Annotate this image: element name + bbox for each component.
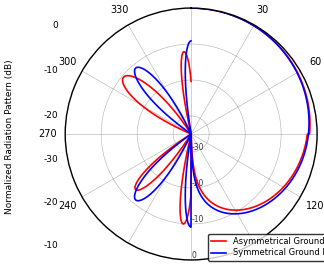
Legend: Asymmetrical Ground Plane, Symmetrical Ground Plane: Asymmetrical Ground Plane, Symmetrical G…: [208, 234, 324, 261]
Symmetrical Ground Plane: [189, 132, 193, 136]
Asymmetrical Ground Plane: [189, 132, 193, 136]
Symmetrical Ground Plane: [134, 190, 138, 193]
Asymmetrical Ground Plane: [189, 80, 193, 83]
Symmetrical Ground Plane: [138, 199, 142, 202]
Symmetrical Ground Plane: [148, 72, 152, 75]
Asymmetrical Ground Plane: [301, 153, 305, 156]
Text: Normalized Radiation Pattern (dB): Normalized Radiation Pattern (dB): [5, 59, 14, 214]
Text: -20: -20: [44, 111, 58, 120]
Text: -30: -30: [43, 155, 58, 163]
Asymmetrical Ground Plane: [158, 173, 162, 176]
Line: Asymmetrical Ground Plane: Asymmetrical Ground Plane: [122, 8, 310, 224]
Symmetrical Ground Plane: [189, 6, 193, 10]
Text: -20: -20: [44, 198, 58, 207]
Asymmetrical Ground Plane: [135, 189, 139, 192]
Symmetrical Ground Plane: [189, 39, 193, 42]
Text: -10: -10: [43, 241, 58, 250]
Asymmetrical Ground Plane: [189, 6, 193, 10]
Line: Symmetrical Ground Plane: Symmetrical Ground Plane: [134, 8, 309, 227]
Symmetrical Ground Plane: [302, 153, 306, 157]
Text: 0: 0: [52, 21, 58, 30]
Text: -10: -10: [43, 66, 58, 75]
Symmetrical Ground Plane: [306, 106, 310, 109]
Symmetrical Ground Plane: [189, 39, 192, 43]
Asymmetrical Ground Plane: [183, 124, 187, 127]
Asymmetrical Ground Plane: [307, 106, 311, 109]
Asymmetrical Ground Plane: [189, 77, 193, 81]
